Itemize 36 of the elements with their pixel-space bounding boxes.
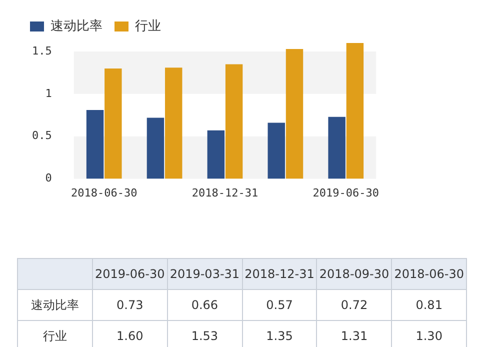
- text: 行业: [18, 320, 92, 347]
- data-label: 1.30: [392, 320, 466, 347]
- data-label: 0.57: [242, 290, 317, 320]
- data-label: 1.53: [167, 320, 242, 347]
- bar: [328, 116, 346, 179]
- bar: [346, 43, 364, 179]
- y-tick-label: 1.5: [32, 44, 52, 58]
- text: 速动比率: [18, 290, 92, 320]
- bar: [207, 130, 225, 179]
- y-tick-label: 0: [45, 172, 52, 185]
- bar: [225, 64, 243, 179]
- bar: [86, 110, 104, 179]
- x-tick-label: 2018-12-31: [192, 186, 258, 200]
- data-label: 0.72: [316, 290, 392, 320]
- legend-label: 行业: [135, 18, 161, 34]
- bar: [164, 68, 182, 179]
- data-label: 1.60: [92, 320, 168, 347]
- data-label: 0.81: [392, 290, 466, 320]
- category-label: 2019-03-31: [167, 258, 242, 290]
- bar: [146, 118, 164, 179]
- category-label: 2018-12-31: [242, 258, 317, 290]
- legend-label: 速动比率: [50, 18, 102, 34]
- data-label: 0.66: [167, 290, 242, 320]
- bar: [286, 48, 304, 179]
- data-label: 1.31: [316, 320, 392, 347]
- data-label: 1.35: [242, 320, 317, 347]
- y-tick-label: 0.5: [32, 129, 52, 142]
- data-label: 0.73: [92, 290, 168, 320]
- bar: [268, 122, 285, 179]
- x-tick-label: 2018-06-30: [70, 186, 138, 200]
- category-label: 2018-09-30: [316, 258, 392, 290]
- category-label: 2019-06-30: [92, 258, 168, 290]
- x-tick-label: 2019-06-30: [312, 186, 380, 200]
- category-label: 2018-06-30: [392, 258, 466, 290]
- y-tick-label: 1: [45, 86, 52, 100]
- bar: [104, 68, 122, 179]
